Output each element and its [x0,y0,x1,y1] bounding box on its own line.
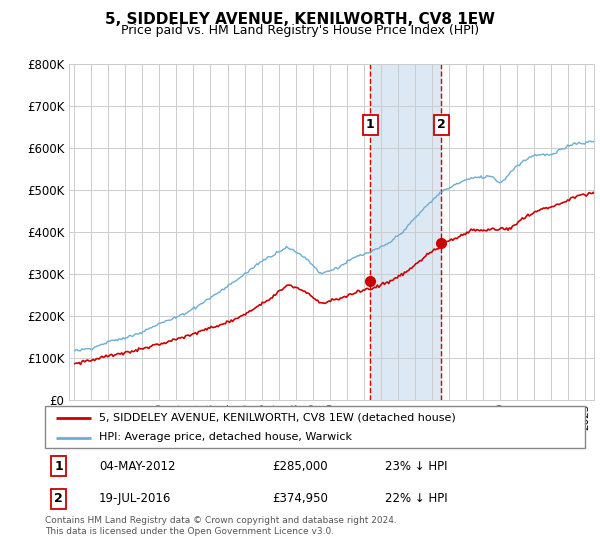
FancyBboxPatch shape [45,406,585,448]
Text: 5, SIDDELEY AVENUE, KENILWORTH, CV8 1EW (detached house): 5, SIDDELEY AVENUE, KENILWORTH, CV8 1EW … [99,413,456,423]
Text: 1: 1 [366,118,374,132]
Text: £374,950: £374,950 [272,492,328,505]
Text: 5, SIDDELEY AVENUE, KENILWORTH, CV8 1EW: 5, SIDDELEY AVENUE, KENILWORTH, CV8 1EW [105,12,495,27]
Text: 2: 2 [54,492,63,505]
Text: HPI: Average price, detached house, Warwick: HPI: Average price, detached house, Warw… [99,432,352,442]
Text: 1: 1 [54,460,63,473]
Text: Contains HM Land Registry data © Crown copyright and database right 2024.
This d: Contains HM Land Registry data © Crown c… [45,516,397,536]
Text: 19-JUL-2016: 19-JUL-2016 [99,492,172,505]
Text: 22% ↓ HPI: 22% ↓ HPI [385,492,448,505]
Text: Price paid vs. HM Land Registry's House Price Index (HPI): Price paid vs. HM Land Registry's House … [121,24,479,37]
Text: 04-MAY-2012: 04-MAY-2012 [99,460,176,473]
Text: £285,000: £285,000 [272,460,328,473]
Bar [370,64,441,400]
Text: 23% ↓ HPI: 23% ↓ HPI [385,460,448,473]
Text: 2: 2 [437,118,446,132]
